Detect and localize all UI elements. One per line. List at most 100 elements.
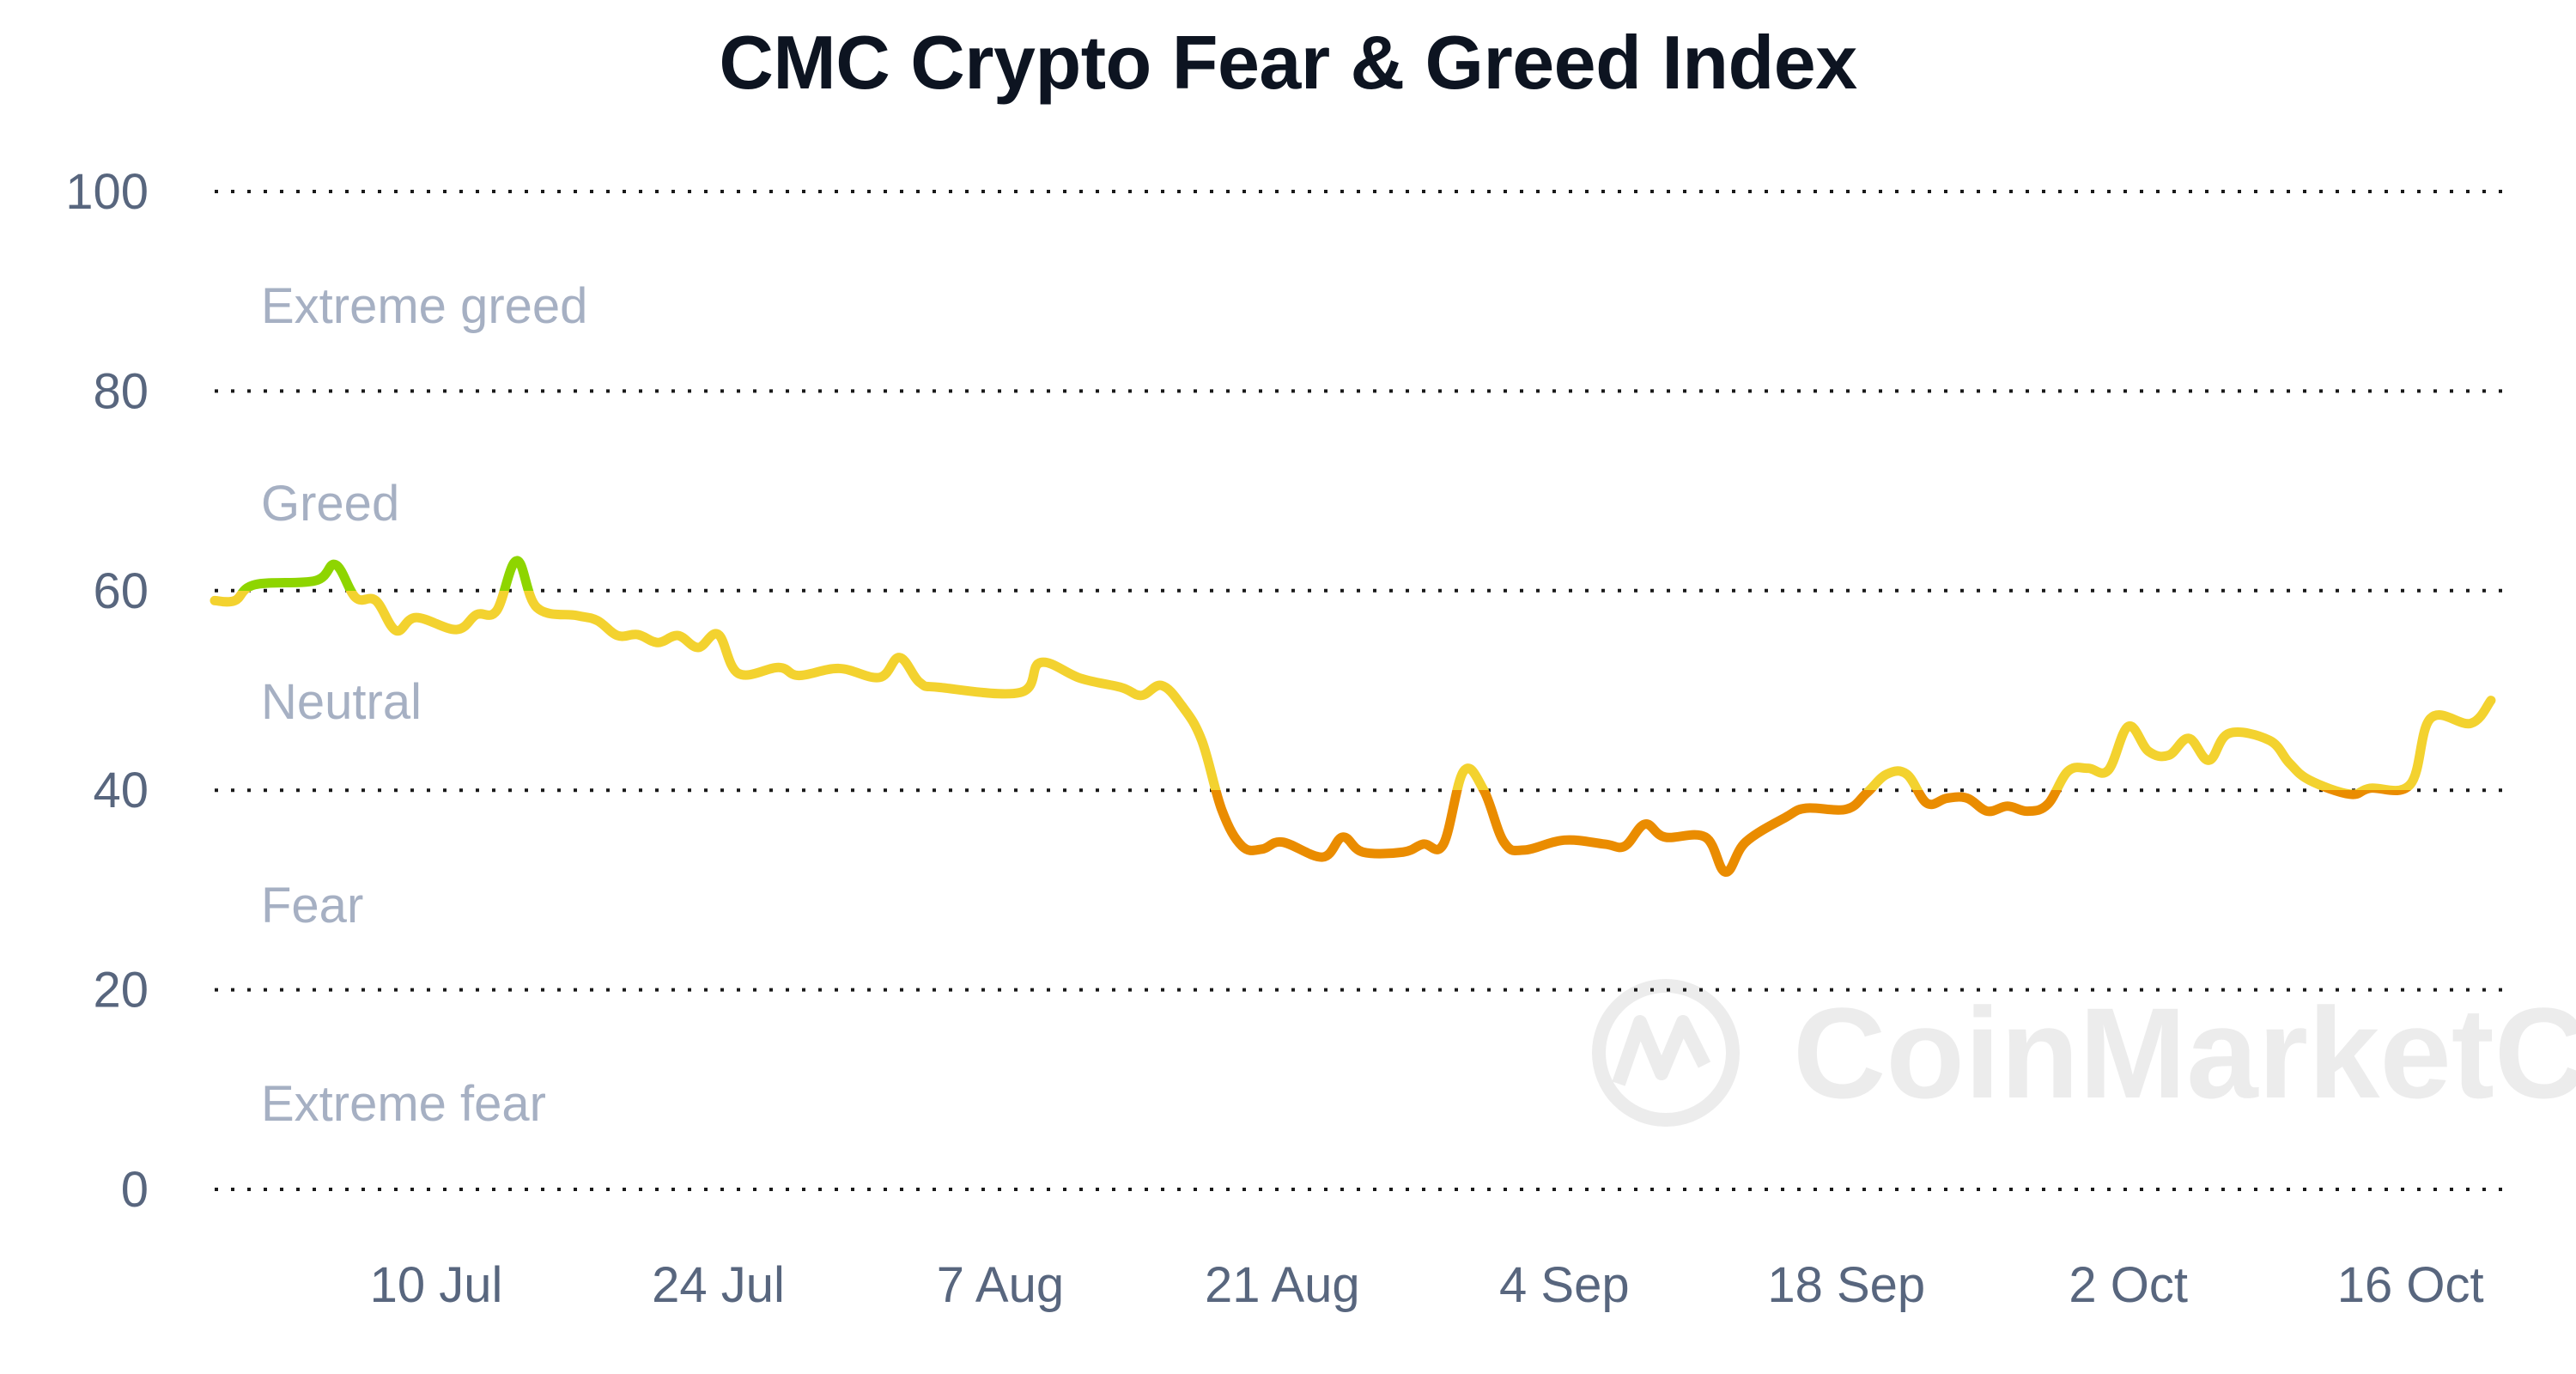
data-point-6-Oct[interactable] xyxy=(2204,755,2215,765)
data-point-22-Sep[interactable] xyxy=(1922,798,1932,808)
data-point-12-Jul[interactable] xyxy=(471,610,482,620)
coinmarketcap-logo-wave xyxy=(1612,1015,1711,1086)
data-point-13-Oct[interactable] xyxy=(2345,789,2355,799)
data-point-9-Jul[interactable] xyxy=(411,612,422,623)
data-point-17-Jul[interactable] xyxy=(572,611,582,621)
data-point-27-Aug[interactable] xyxy=(1398,847,1408,857)
data-point-10-Oct[interactable] xyxy=(2284,758,2294,769)
data-point-11-Oct[interactable] xyxy=(2305,775,2315,786)
data-point-29-Aug[interactable] xyxy=(1438,839,1449,849)
data-point-9-Aug[interactable] xyxy=(1036,657,1046,667)
data-point-27-Sep[interactable] xyxy=(2022,806,2032,817)
data-point-28-Jul[interactable] xyxy=(793,671,804,681)
data-point-4-Aug[interactable] xyxy=(935,683,945,693)
data-point-14-Oct[interactable] xyxy=(2365,783,2375,793)
data-point-17-Oct[interactable] xyxy=(2426,714,2436,724)
x-tick-label: 2 Oct xyxy=(2069,1257,2188,1313)
data-point-16-Oct[interactable] xyxy=(2405,779,2415,789)
data-point-28-Aug[interactable] xyxy=(1419,839,1429,849)
data-point-12-Sep[interactable] xyxy=(1721,866,1731,877)
data-point-30-Jun[interactable] xyxy=(229,595,240,605)
data-point-23-Sep[interactable] xyxy=(1942,793,1953,803)
data-point-6-Jul[interactable] xyxy=(350,593,361,603)
data-point-11-Aug[interactable] xyxy=(1076,673,1086,684)
data-point-5-Oct[interactable] xyxy=(2184,733,2194,744)
data-point-23-Jul[interactable] xyxy=(693,642,703,653)
data-point-29-Sep[interactable] xyxy=(2063,766,2073,776)
data-point-26-Sep[interactable] xyxy=(2002,801,2013,812)
data-point-1-Oct[interactable] xyxy=(2103,765,2113,775)
data-point-15-Jul[interactable] xyxy=(532,603,542,613)
data-point-14-Jul[interactable] xyxy=(512,556,522,566)
data-point-7-Sep[interactable] xyxy=(1619,841,1630,851)
data-point-2-Sep[interactable] xyxy=(1519,845,1529,855)
data-point-5-Jul[interactable] xyxy=(331,560,341,570)
data-point-21-Aug[interactable] xyxy=(1277,837,1287,848)
y-tick-label: 40 xyxy=(93,763,149,818)
data-point-9-Sep[interactable] xyxy=(1660,832,1670,842)
data-point-1-Sep[interactable] xyxy=(1498,837,1509,848)
data-point-29-Jun[interactable] xyxy=(210,595,220,605)
data-point-3-Aug[interactable] xyxy=(914,678,925,688)
x-tick-label: 10 Jul xyxy=(370,1257,503,1313)
data-point-18-Sep[interactable] xyxy=(1841,804,1851,814)
data-point-14-Aug[interactable] xyxy=(1136,690,1146,701)
data-point-24-Sep[interactable] xyxy=(1962,793,1972,803)
data-point-28-Sep[interactable] xyxy=(2043,799,2053,809)
y-tick-label: 100 xyxy=(65,164,149,220)
data-point-6-Sep[interactable] xyxy=(1600,839,1610,849)
data-point-7-Jul[interactable] xyxy=(371,595,381,605)
data-point-19-Jul[interactable] xyxy=(612,630,623,641)
data-point-19-Oct[interactable] xyxy=(2466,718,2476,728)
data-point-18-Aug[interactable] xyxy=(1217,805,1227,815)
data-point-2-Oct[interactable] xyxy=(2123,721,2134,732)
data-point-25-Jul[interactable] xyxy=(733,668,744,678)
data-point-11-Sep[interactable] xyxy=(1700,832,1710,842)
data-point-4-Oct[interactable] xyxy=(2164,751,2174,761)
zone-label: Fear xyxy=(261,878,363,933)
data-point-8-Sep[interactable] xyxy=(1640,819,1650,830)
data-point-25-Aug[interactable] xyxy=(1358,847,1368,857)
data-point-22-Jul[interactable] xyxy=(673,630,683,641)
y-tick-label: 60 xyxy=(93,563,149,619)
data-point-20-Sep[interactable] xyxy=(1881,769,1892,780)
data-point-24-Aug[interactable] xyxy=(1338,832,1348,842)
data-point-11-Jul[interactable] xyxy=(452,624,462,635)
data-point-20-Oct[interactable] xyxy=(2486,696,2496,706)
data-point-30-Sep[interactable] xyxy=(2083,763,2093,774)
data-point-2-Aug[interactable] xyxy=(895,653,905,663)
data-point-27-Jul[interactable] xyxy=(774,662,784,672)
data-point-4-Jul[interactable] xyxy=(310,575,320,586)
data-point-24-Jul[interactable] xyxy=(714,629,724,640)
data-point-16-Sep[interactable] xyxy=(1801,803,1811,813)
data-point-20-Jul[interactable] xyxy=(633,629,643,640)
data-point-17-Aug[interactable] xyxy=(1197,735,1207,745)
data-point-18-Jul[interactable] xyxy=(592,616,603,626)
data-point-1-Jul[interactable] xyxy=(250,580,260,590)
data-point-15-Aug[interactable] xyxy=(1157,680,1167,690)
data-point-20-Aug[interactable] xyxy=(1257,844,1267,854)
data-point-15-Sep[interactable] xyxy=(1781,812,1791,823)
data-point-30-Aug[interactable] xyxy=(1459,766,1469,776)
data-point-8-Aug[interactable] xyxy=(1015,687,1025,697)
data-point-31-Aug[interactable] xyxy=(1479,785,1489,795)
data-point-9-Oct[interactable] xyxy=(2264,735,2275,745)
data-point-1-Aug[interactable] xyxy=(874,672,884,683)
data-point-16-Aug[interactable] xyxy=(1176,700,1187,710)
data-point-19-Sep[interactable] xyxy=(1862,788,1872,799)
data-point-23-Aug[interactable] xyxy=(1317,852,1327,862)
data-point-13-Sep[interactable] xyxy=(1741,837,1751,848)
data-point-4-Sep[interactable] xyxy=(1559,835,1570,845)
data-point-8-Jul[interactable] xyxy=(391,625,401,635)
data-point-30-Jul[interactable] xyxy=(834,663,844,673)
data-point-19-Aug[interactable] xyxy=(1236,841,1247,851)
data-point-7-Oct[interactable] xyxy=(2224,728,2234,739)
data-point-13-Jul[interactable] xyxy=(491,605,501,616)
data-point-13-Aug[interactable] xyxy=(1116,683,1127,693)
data-point-21-Sep[interactable] xyxy=(1902,769,1912,780)
data-point-3-Oct[interactable] xyxy=(2143,746,2154,757)
data-point-21-Jul[interactable] xyxy=(653,637,663,647)
zone-label: Extreme greed xyxy=(261,278,587,334)
data-point-25-Sep[interactable] xyxy=(1982,806,1992,817)
